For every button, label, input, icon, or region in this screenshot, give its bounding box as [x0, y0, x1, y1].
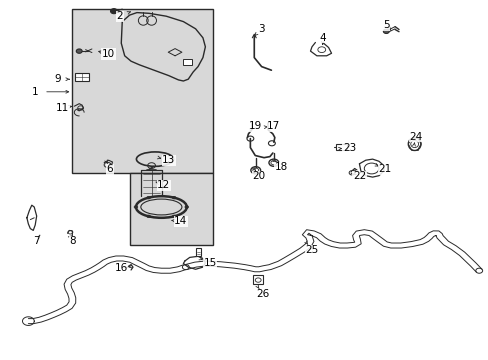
- Text: 9: 9: [54, 74, 61, 84]
- Ellipse shape: [383, 29, 388, 33]
- Text: 4: 4: [319, 33, 325, 43]
- Bar: [336, 144, 346, 150]
- Ellipse shape: [110, 9, 117, 14]
- Bar: [253, 275, 263, 284]
- Text: 26: 26: [256, 289, 269, 300]
- Ellipse shape: [172, 215, 176, 218]
- Ellipse shape: [134, 206, 138, 208]
- Text: 12: 12: [157, 180, 170, 190]
- Text: 24: 24: [408, 132, 422, 142]
- Text: 2: 2: [116, 11, 123, 21]
- Text: 14: 14: [174, 216, 187, 226]
- Ellipse shape: [172, 196, 176, 199]
- Text: 3: 3: [258, 24, 264, 34]
- Text: 20: 20: [252, 171, 265, 181]
- Text: 1: 1: [32, 87, 39, 97]
- Text: 5: 5: [382, 20, 389, 30]
- Text: 18: 18: [274, 162, 287, 172]
- Text: 15: 15: [203, 258, 217, 268]
- Text: 7: 7: [33, 236, 40, 246]
- Text: 23: 23: [342, 143, 356, 153]
- Ellipse shape: [146, 215, 150, 218]
- Text: 11: 11: [56, 103, 69, 113]
- Text: 13: 13: [162, 155, 175, 165]
- Bar: [195, 248, 201, 256]
- Text: 6: 6: [106, 164, 113, 174]
- Text: 19: 19: [248, 121, 262, 131]
- Text: 16: 16: [114, 263, 128, 273]
- Text: 21: 21: [378, 164, 391, 174]
- Text: 25: 25: [305, 245, 318, 255]
- Ellipse shape: [146, 196, 150, 199]
- Bar: [75, 73, 88, 81]
- Text: 22: 22: [352, 171, 366, 181]
- Ellipse shape: [184, 206, 188, 208]
- Text: 17: 17: [266, 121, 280, 131]
- Bar: [183, 59, 192, 65]
- Text: 10: 10: [102, 49, 115, 59]
- Ellipse shape: [76, 49, 82, 53]
- Bar: [129, 173, 212, 245]
- Bar: [72, 9, 212, 173]
- Text: 8: 8: [69, 236, 76, 246]
